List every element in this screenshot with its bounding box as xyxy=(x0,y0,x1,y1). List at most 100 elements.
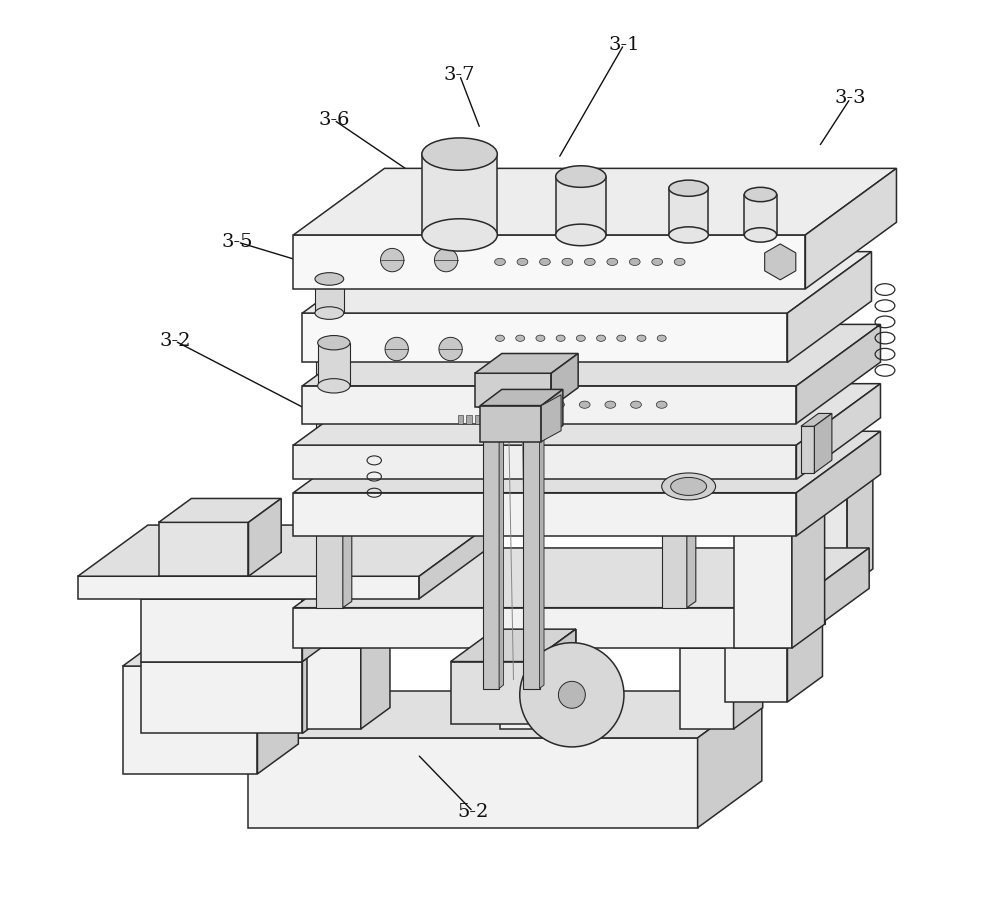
Ellipse shape xyxy=(528,401,539,408)
Polygon shape xyxy=(801,426,814,473)
Polygon shape xyxy=(484,414,489,423)
Ellipse shape xyxy=(536,335,545,341)
Polygon shape xyxy=(531,629,576,724)
Polygon shape xyxy=(302,560,355,661)
Polygon shape xyxy=(316,267,343,607)
Polygon shape xyxy=(293,168,896,235)
Polygon shape xyxy=(361,627,390,729)
Ellipse shape xyxy=(607,259,618,266)
Polygon shape xyxy=(141,598,302,661)
Polygon shape xyxy=(814,414,832,473)
Polygon shape xyxy=(744,195,777,235)
Polygon shape xyxy=(787,587,822,702)
Ellipse shape xyxy=(656,401,667,408)
Polygon shape xyxy=(78,577,419,598)
Polygon shape xyxy=(307,648,361,729)
Ellipse shape xyxy=(554,401,564,408)
Polygon shape xyxy=(787,251,872,362)
Ellipse shape xyxy=(315,273,344,286)
Polygon shape xyxy=(662,267,687,607)
Polygon shape xyxy=(422,154,497,235)
Polygon shape xyxy=(480,389,563,405)
Circle shape xyxy=(385,337,408,360)
Ellipse shape xyxy=(502,401,513,408)
Polygon shape xyxy=(680,627,763,648)
Polygon shape xyxy=(248,738,698,828)
Polygon shape xyxy=(293,548,869,607)
Polygon shape xyxy=(343,260,352,607)
Ellipse shape xyxy=(744,187,777,202)
Ellipse shape xyxy=(617,335,626,341)
Polygon shape xyxy=(805,168,896,289)
Ellipse shape xyxy=(576,335,585,341)
Polygon shape xyxy=(536,414,541,423)
Polygon shape xyxy=(483,387,499,688)
Polygon shape xyxy=(523,387,540,688)
Ellipse shape xyxy=(652,259,663,266)
Ellipse shape xyxy=(496,335,504,341)
Polygon shape xyxy=(787,548,869,648)
Polygon shape xyxy=(159,523,248,577)
Polygon shape xyxy=(541,395,561,441)
Polygon shape xyxy=(475,373,551,407)
Polygon shape xyxy=(293,384,880,445)
Polygon shape xyxy=(551,353,578,407)
Polygon shape xyxy=(766,507,825,624)
Circle shape xyxy=(381,249,404,272)
Polygon shape xyxy=(687,260,696,607)
Ellipse shape xyxy=(744,228,777,242)
Ellipse shape xyxy=(662,473,716,500)
Polygon shape xyxy=(302,251,872,313)
Text: 3-1: 3-1 xyxy=(608,35,640,53)
Ellipse shape xyxy=(517,259,528,266)
Polygon shape xyxy=(527,414,533,423)
Ellipse shape xyxy=(584,259,595,266)
Polygon shape xyxy=(793,466,873,485)
Polygon shape xyxy=(302,313,787,362)
Polygon shape xyxy=(141,623,355,661)
Ellipse shape xyxy=(674,259,685,266)
Polygon shape xyxy=(307,627,390,648)
Ellipse shape xyxy=(422,219,497,251)
Polygon shape xyxy=(541,389,563,441)
Polygon shape xyxy=(796,432,880,536)
Polygon shape xyxy=(123,636,298,666)
Polygon shape xyxy=(458,414,463,423)
Polygon shape xyxy=(501,414,507,423)
Ellipse shape xyxy=(629,259,640,266)
Polygon shape xyxy=(734,532,792,648)
Polygon shape xyxy=(725,612,787,702)
Polygon shape xyxy=(734,627,763,729)
Polygon shape xyxy=(725,587,822,612)
Ellipse shape xyxy=(605,401,616,408)
Ellipse shape xyxy=(516,335,525,341)
Ellipse shape xyxy=(671,478,707,496)
Ellipse shape xyxy=(477,401,487,408)
Text: 5-2: 5-2 xyxy=(457,803,489,821)
Polygon shape xyxy=(123,666,257,774)
Ellipse shape xyxy=(318,378,350,393)
Polygon shape xyxy=(293,235,805,289)
Polygon shape xyxy=(78,525,489,577)
Ellipse shape xyxy=(315,306,344,319)
Text: 3-12: 3-12 xyxy=(662,592,706,610)
Polygon shape xyxy=(734,507,825,532)
Polygon shape xyxy=(293,607,787,648)
Polygon shape xyxy=(466,414,472,423)
Polygon shape xyxy=(792,507,825,648)
Polygon shape xyxy=(698,691,762,828)
Polygon shape xyxy=(500,648,554,729)
Ellipse shape xyxy=(669,180,708,196)
Polygon shape xyxy=(556,177,606,235)
Circle shape xyxy=(439,337,462,360)
Polygon shape xyxy=(499,384,504,688)
Polygon shape xyxy=(419,525,489,598)
Text: 3-4: 3-4 xyxy=(722,450,754,469)
Polygon shape xyxy=(680,648,734,729)
Polygon shape xyxy=(510,414,515,423)
Text: 3-6: 3-6 xyxy=(318,111,350,129)
Polygon shape xyxy=(257,636,298,774)
Ellipse shape xyxy=(556,335,565,341)
Polygon shape xyxy=(475,353,578,373)
Polygon shape xyxy=(141,560,355,598)
